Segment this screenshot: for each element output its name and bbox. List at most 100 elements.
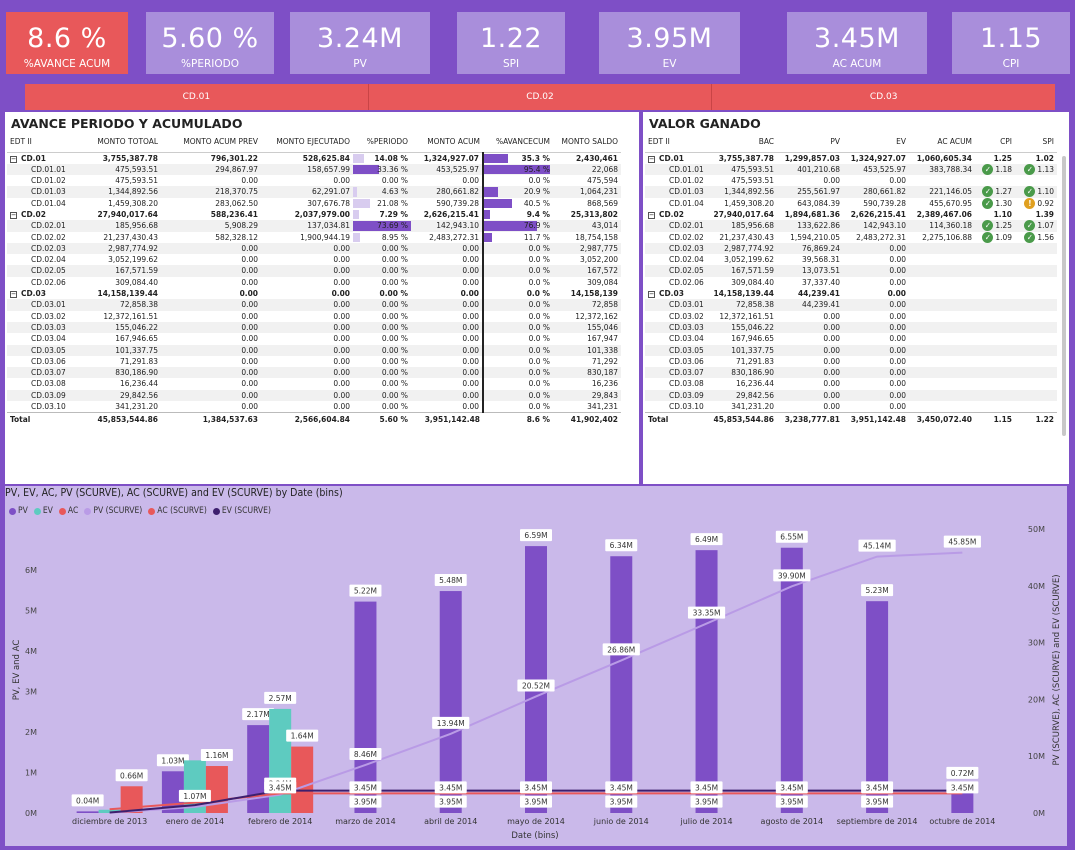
table-cell: 5,908.29 bbox=[161, 220, 261, 232]
collapse-icon[interactable]: − bbox=[648, 290, 655, 299]
table-row[interactable]: CD.02.06 309,084.40 0.00 0.00 0.00 % 0.00 0.0 … bbox=[7, 276, 621, 289]
bar-pv[interactable] bbox=[247, 725, 270, 813]
table-row[interactable]: CD.02.02 21,237,430.43 1,594,210.05 2,483,2… bbox=[645, 231, 1057, 243]
table-row[interactable]: CD.03.01 72,858.38 44,239.41 0.00 bbox=[645, 299, 1057, 311]
table-row[interactable]: − CD.01 3,755,387.78 1,299,857.03 1,324,927.… bbox=[645, 152, 1057, 164]
table-row[interactable]: CD.03.06 71,291.83 0.00 0.00 0.00 % 0.00 0.0 %… bbox=[7, 355, 621, 368]
table-row[interactable]: CD.02.05 167,571.59 13,073.51 0.00 bbox=[645, 265, 1057, 277]
column-header[interactable]: SPI bbox=[1015, 130, 1057, 153]
table-row[interactable]: CD.01.03 1,344,892.56 218,370.75 62,291.07 4… bbox=[7, 186, 621, 198]
table-row[interactable]: CD.03.02 12,372,161.51 0.00 0.00 0.00 % 0.00 0… bbox=[7, 310, 621, 322]
table-row[interactable]: CD.03.09 29,842.56 0.00 0.00 bbox=[645, 389, 1057, 402]
table-row[interactable]: CD.03.03 155,046.22 0.00 0.00 0.00 % 0.00 0.0 … bbox=[7, 321, 621, 334]
bar-pv[interactable] bbox=[780, 547, 803, 813]
bar-pv[interactable] bbox=[76, 811, 99, 813]
table-cell bbox=[1015, 288, 1057, 299]
slicer-item-cd01[interactable]: CD.01 bbox=[25, 84, 369, 110]
legend-item[interactable]: AC (SCURVE) bbox=[148, 506, 207, 516]
table-row[interactable]: CD.01.04 1,459,308.20 643,084.39 590,739.28… bbox=[645, 197, 1057, 209]
data-label-bg bbox=[349, 747, 382, 760]
table-row[interactable]: − CD.03 14,158,139.44 0.00 0.00 0.00 % 0.00 0.0… bbox=[7, 288, 621, 300]
table-row[interactable]: CD.03.04 167,946.65 0.00 0.00 bbox=[645, 333, 1057, 344]
table-row[interactable]: − CD.02 27,940,017.64 588,236.41 2,037,979.0… bbox=[7, 208, 621, 221]
table-row[interactable]: CD.03.02 12,372,161.51 0.00 0.00 bbox=[645, 311, 1057, 322]
table-row[interactable]: CD.02.04 3,052,199.62 39,568.31 0.00 bbox=[645, 254, 1057, 265]
column-header[interactable]: BAC bbox=[705, 130, 777, 153]
table-row[interactable]: CD.03.03 155,046.22 0.00 0.00 bbox=[645, 321, 1057, 334]
collapse-icon[interactable]: − bbox=[648, 154, 655, 163]
legend-item[interactable]: EV (SCURVE) bbox=[212, 506, 271, 516]
collapse-icon[interactable]: − bbox=[10, 154, 17, 163]
table-row[interactable]: CD.02.01 185,956.68 133,622.86 142,943.10 11… bbox=[645, 220, 1057, 232]
column-header[interactable]: EDT II bbox=[7, 130, 73, 153]
slicer-item-cd02[interactable]: CD.02 bbox=[368, 84, 713, 110]
bar-ac[interactable] bbox=[291, 746, 314, 813]
column-header[interactable]: MONTO EJECUTADO bbox=[261, 130, 353, 153]
column-header[interactable]: MONTO TOTOAL bbox=[73, 130, 161, 153]
table-row[interactable]: CD.01.01 475,593.51 401,210.68 453,525.97 38… bbox=[645, 163, 1057, 176]
table-row[interactable]: Total 45,853,544.86 1,384,537.63 2,566,604.… bbox=[7, 412, 621, 427]
collapse-icon[interactable]: − bbox=[10, 210, 17, 219]
bar-ac[interactable] bbox=[205, 766, 228, 813]
data-label-bg bbox=[156, 754, 189, 767]
table-scrollbar[interactable] bbox=[1061, 148, 1067, 482]
table-row[interactable]: CD.02.06 309,084.40 37,337.40 0.00 bbox=[645, 277, 1057, 288]
table-row[interactable]: CD.03.07 830,186.90 0.00 0.00 0.00 % 0.00 0.0 … bbox=[7, 367, 621, 379]
scrollbar-thumb[interactable] bbox=[1062, 156, 1066, 436]
column-header[interactable]: MONTO ACUM bbox=[411, 130, 483, 153]
table-row[interactable]: CD.03.01 72,858.38 0.00 0.00 0.00 % 0.00 0.0 %… bbox=[7, 299, 621, 311]
legend-item[interactable]: PV bbox=[9, 506, 28, 516]
table-row[interactable]: CD.03.09 29,842.56 0.00 0.00 0.00 % 0.00 0.0 %… bbox=[7, 389, 621, 402]
table-row[interactable]: CD.03.05 101,337.75 0.00 0.00 0.00 % 0.00 0.0 … bbox=[7, 344, 621, 356]
column-header[interactable]: PV bbox=[777, 130, 843, 153]
bar-pv[interactable] bbox=[354, 601, 377, 813]
table-row[interactable]: CD.02.03 2,987,774.92 0.00 0.00 0.00 % 0.00 0.… bbox=[7, 242, 621, 255]
table-row[interactable]: CD.01.02 475,593.51 0.00 0.00 0.00 % 0.00 0.0 … bbox=[7, 175, 621, 187]
bar-pv[interactable] bbox=[695, 550, 718, 813]
table-row[interactable]: − CD.03 14,158,139.44 44,239.41 0.00 bbox=[645, 288, 1057, 299]
column-header[interactable]: %AVANCECUM bbox=[483, 130, 553, 153]
slicer-item-cd03[interactable]: CD.03 bbox=[712, 84, 1056, 110]
table-row[interactable]: CD.03.06 71,291.83 0.00 0.00 bbox=[645, 356, 1057, 367]
column-header[interactable]: CPI bbox=[975, 130, 1015, 153]
collapse-icon[interactable]: − bbox=[10, 290, 17, 299]
table-row[interactable]: CD.03.08 16,236.44 0.00 0.00 bbox=[645, 378, 1057, 389]
bar-pv[interactable] bbox=[439, 591, 462, 813]
column-header[interactable]: AC ACUM bbox=[909, 130, 975, 153]
bar-ev[interactable] bbox=[269, 708, 292, 813]
bar-pv[interactable] bbox=[161, 771, 184, 813]
table-row[interactable]: CD.02.02 21,237,430.43 582,328.12 1,900,944… bbox=[7, 231, 621, 243]
table-row[interactable]: − CD.02 27,940,017.64 1,894,681.36 2,626,215… bbox=[645, 209, 1057, 220]
table-row[interactable]: CD.01.02 475,593.51 0.00 0.00 bbox=[645, 175, 1057, 186]
table-row[interactable]: CD.01.03 1,344,892.56 255,561.97 280,661.82… bbox=[645, 186, 1057, 198]
line-pv-scurve-[interactable] bbox=[109, 551, 963, 814]
bar-pv[interactable] bbox=[610, 556, 633, 813]
table-row[interactable]: CD.03.05 101,337.75 0.00 0.00 bbox=[645, 344, 1057, 356]
table-cell: 1,324,927.07 bbox=[423, 152, 479, 163]
table-row[interactable]: CD.02.01 185,956.68 5,908.29 137,034.81 73.6… bbox=[7, 220, 621, 232]
table-row[interactable]: CD.01.01 475,593.51 294,867.97 158,657.99 33… bbox=[7, 163, 621, 176]
column-header[interactable]: EDT II bbox=[645, 130, 705, 153]
table-row[interactable]: CD.03.10 341,231.20 0.00 0.00 bbox=[645, 401, 1057, 413]
column-header[interactable]: MONTO ACUM PREV bbox=[161, 130, 261, 153]
table-row[interactable]: CD.03.04 167,946.65 0.00 0.00 0.00 % 0.00 0.0 … bbox=[7, 333, 621, 345]
table-row[interactable]: CD.03.07 830,186.90 0.00 0.00 bbox=[645, 367, 1057, 379]
column-header[interactable]: EV bbox=[843, 130, 909, 153]
legend-item[interactable]: AC bbox=[58, 506, 78, 516]
legend-item[interactable]: PV (SCURVE) bbox=[84, 506, 142, 516]
bar-ev[interactable] bbox=[98, 809, 121, 813]
table-row[interactable]: − CD.01 3,755,387.78 796,301.22 528,625.84 14… bbox=[7, 152, 621, 164]
legend-item[interactable]: EV bbox=[33, 506, 53, 516]
table-row[interactable]: CD.03.08 16,236.44 0.00 0.00 0.00 % 0.00 0.0 %… bbox=[7, 378, 621, 390]
column-header[interactable]: %PERIODO bbox=[353, 130, 411, 153]
table-row[interactable]: CD.03.10 341,231.20 0.00 0.00 0.00 % 0.00 0.0 … bbox=[7, 401, 621, 413]
table-row[interactable]: CD.02.04 3,052,199.62 0.00 0.00 0.00 % 0.00 0.… bbox=[7, 254, 621, 266]
table-row[interactable]: CD.02.05 167,571.59 0.00 0.00 0.00 % 0.00 0.0 … bbox=[7, 265, 621, 277]
bar-pv[interactable] bbox=[866, 601, 889, 813]
table-cell bbox=[909, 389, 975, 402]
table-row[interactable]: Total 45,853,544.86 3,238,777.81 3,951,142.… bbox=[645, 412, 1057, 427]
collapse-icon[interactable]: − bbox=[648, 210, 655, 219]
column-header[interactable]: MONTO SALDO bbox=[553, 130, 621, 153]
table-row[interactable]: CD.01.04 1,459,308.20 283,062.50 307,676.78… bbox=[7, 197, 621, 209]
table-row[interactable]: CD.02.03 2,987,774.92 76,869.24 0.00 bbox=[645, 242, 1057, 255]
